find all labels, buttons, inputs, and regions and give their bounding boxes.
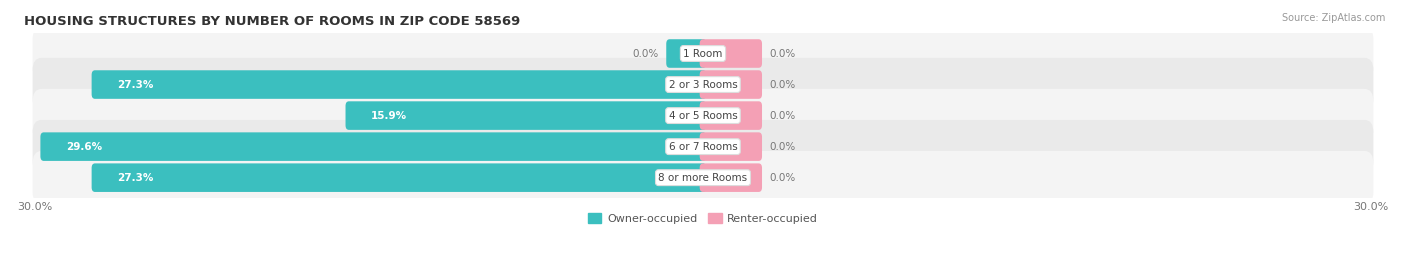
Text: 0.0%: 0.0%: [770, 48, 796, 59]
FancyBboxPatch shape: [32, 89, 1374, 142]
Text: Source: ZipAtlas.com: Source: ZipAtlas.com: [1281, 13, 1385, 23]
FancyBboxPatch shape: [346, 101, 706, 130]
Text: HOUSING STRUCTURES BY NUMBER OF ROOMS IN ZIP CODE 58569: HOUSING STRUCTURES BY NUMBER OF ROOMS IN…: [24, 15, 520, 28]
FancyBboxPatch shape: [32, 58, 1374, 111]
Text: 27.3%: 27.3%: [117, 80, 153, 90]
FancyBboxPatch shape: [32, 27, 1374, 80]
Text: 0.0%: 0.0%: [770, 111, 796, 121]
Legend: Owner-occupied, Renter-occupied: Owner-occupied, Renter-occupied: [583, 209, 823, 228]
Text: 15.9%: 15.9%: [371, 111, 408, 121]
Text: 0.0%: 0.0%: [633, 48, 658, 59]
Text: 0.0%: 0.0%: [770, 142, 796, 152]
Text: 2 or 3 Rooms: 2 or 3 Rooms: [669, 80, 737, 90]
Text: 27.3%: 27.3%: [117, 173, 153, 183]
Text: 0.0%: 0.0%: [770, 80, 796, 90]
Text: 4 or 5 Rooms: 4 or 5 Rooms: [669, 111, 737, 121]
FancyBboxPatch shape: [32, 151, 1374, 204]
FancyBboxPatch shape: [700, 39, 762, 68]
FancyBboxPatch shape: [91, 163, 706, 192]
Text: 0.0%: 0.0%: [770, 173, 796, 183]
Text: 8 or more Rooms: 8 or more Rooms: [658, 173, 748, 183]
FancyBboxPatch shape: [41, 132, 706, 161]
FancyBboxPatch shape: [666, 39, 706, 68]
Text: 6 or 7 Rooms: 6 or 7 Rooms: [669, 142, 737, 152]
FancyBboxPatch shape: [700, 70, 762, 99]
FancyBboxPatch shape: [700, 132, 762, 161]
FancyBboxPatch shape: [32, 120, 1374, 173]
Text: 29.6%: 29.6%: [66, 142, 103, 152]
FancyBboxPatch shape: [700, 101, 762, 130]
FancyBboxPatch shape: [91, 70, 706, 99]
Text: 1 Room: 1 Room: [683, 48, 723, 59]
FancyBboxPatch shape: [700, 163, 762, 192]
